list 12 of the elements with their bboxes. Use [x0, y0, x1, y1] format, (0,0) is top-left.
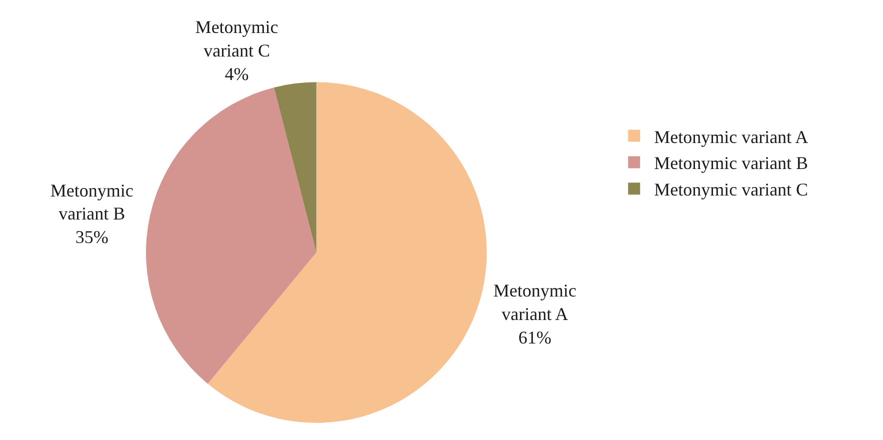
pie-slice: [146, 87, 316, 384]
pie-slice: [274, 82, 316, 252]
legend-label: Metonymic variant B: [654, 153, 808, 174]
pie-slice: [208, 82, 487, 423]
data-label: 4%: [224, 64, 249, 84]
legend-label: Metonymic variant A: [654, 126, 808, 147]
data-label: 35%: [75, 227, 108, 248]
slice-label: Metonymic variant C: [195, 17, 278, 61]
legend-label: Metonymic variant C: [654, 180, 808, 200]
slice-label: Metonymic variant B: [50, 180, 134, 224]
slice-label: Metonymic variant A: [493, 280, 576, 324]
data-label: 61%: [518, 327, 552, 348]
